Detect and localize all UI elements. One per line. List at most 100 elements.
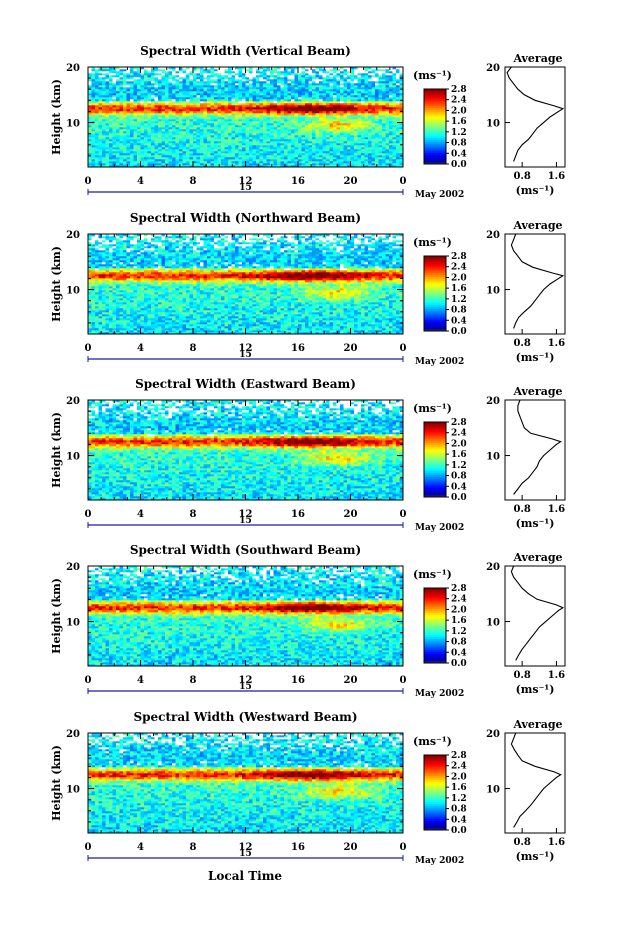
heatmap-cell <box>102 254 106 256</box>
heatmap-cell <box>326 131 330 133</box>
heatmap-cell <box>256 147 260 149</box>
heatmap-cell <box>333 75 337 77</box>
heatmap-cell <box>99 91 103 93</box>
heatmap-cell <box>358 145 362 147</box>
heatmap-cell <box>291 149 295 151</box>
heatmap-cell <box>270 159 274 161</box>
heatmap-cell <box>249 141 253 143</box>
heatmap-cell <box>144 73 148 75</box>
heatmap-cell <box>144 147 148 149</box>
heatmap-cell <box>225 83 229 85</box>
heatmap-cell <box>99 282 103 284</box>
heatmap-cell <box>218 73 222 75</box>
heatmap-cell <box>190 125 194 127</box>
heatmap-cell <box>396 89 400 91</box>
heatmap-cell <box>109 320 113 322</box>
heatmap-cell <box>218 95 222 97</box>
heatmap-cell <box>211 109 215 111</box>
heatmap-cell <box>379 109 383 111</box>
heatmap-cell <box>106 125 110 127</box>
heatmap-cell <box>365 143 369 145</box>
heatmap-cell <box>92 308 96 310</box>
heatmap-cell <box>95 103 99 105</box>
heatmap-cell <box>375 73 379 75</box>
heatmap-cell <box>246 77 250 79</box>
heatmap-cell <box>127 129 131 131</box>
heatmap-cell <box>235 107 239 109</box>
heatmap-cell <box>106 95 110 97</box>
heatmap-cell <box>365 95 369 97</box>
heatmap-cell <box>113 107 117 109</box>
heatmap-cell <box>144 151 148 153</box>
heatmap-cell <box>137 103 141 105</box>
heatmap-cell <box>372 117 376 119</box>
heatmap-cell <box>204 141 208 143</box>
heatmap-cell <box>333 87 337 89</box>
heatmap-cell <box>120 109 124 111</box>
heatmap-cell <box>99 145 103 147</box>
heatmap-cell <box>102 97 106 99</box>
heatmap-cell <box>260 137 264 139</box>
heatmap-cell <box>109 302 113 304</box>
heatmap-cell <box>291 83 295 85</box>
heatmap-cell <box>316 157 320 159</box>
heatmap-cell <box>316 113 320 115</box>
heatmap-cell <box>333 157 337 159</box>
heatmap-cell <box>95 288 99 290</box>
heatmap-cell <box>274 147 278 149</box>
heatmap-cell <box>277 105 281 107</box>
heatmap-cell <box>155 73 159 75</box>
heatmap-cell <box>221 141 225 143</box>
heatmap-cell <box>228 75 232 77</box>
heatmap-cell <box>361 105 365 107</box>
heatmap-cell <box>200 109 204 111</box>
heatmap-cell <box>361 133 365 135</box>
heatmap-cell <box>323 89 327 91</box>
heatmap-cell <box>109 151 113 153</box>
heatmap-cell <box>382 133 386 135</box>
heatmap-cell <box>99 111 103 113</box>
heatmap-cell <box>144 87 148 89</box>
heatmap-cell <box>151 69 155 71</box>
heatmap-cell <box>197 99 201 101</box>
heatmap-cell <box>354 81 358 83</box>
heatmap-cell <box>361 161 365 163</box>
heatmap-cell <box>200 133 204 135</box>
heatmap-cell <box>242 109 246 111</box>
heatmap-cell <box>106 107 110 109</box>
heatmap-cell <box>298 83 302 85</box>
heatmap-cell <box>158 161 162 163</box>
heatmap-cell <box>200 103 204 105</box>
heatmap-cell <box>179 151 183 153</box>
heatmap-cell <box>109 81 113 83</box>
heatmap-cell <box>88 81 92 83</box>
heatmap-cell <box>256 97 260 99</box>
heatmap-cell <box>242 91 246 93</box>
heatmap-cell <box>197 117 201 119</box>
heatmap-cell <box>179 107 183 109</box>
heatmap-cell <box>375 107 379 109</box>
heatmap-cell <box>99 270 103 272</box>
heatmap-cell <box>92 262 96 264</box>
heatmap-cell <box>305 125 309 127</box>
heatmap-cell <box>274 153 278 155</box>
heatmap-cell <box>277 123 281 125</box>
heatmap-cell <box>242 145 246 147</box>
heatmap-cell <box>386 123 390 125</box>
heatmap-cell <box>235 149 239 151</box>
heatmap-cell <box>235 77 239 79</box>
heatmap-cell <box>372 147 376 149</box>
heatmap-cell <box>207 155 211 157</box>
heatmap-cell <box>120 91 124 93</box>
heatmap-cell <box>344 109 348 111</box>
heatmap-cell <box>214 135 218 137</box>
heatmap-cell <box>228 151 232 153</box>
heatmap-cell <box>347 101 351 103</box>
heatmap-cell <box>389 109 393 111</box>
heatmap-cell <box>298 147 302 149</box>
heatmap-cell <box>211 77 215 79</box>
heatmap-cell <box>158 87 162 89</box>
heatmap-cell <box>225 155 229 157</box>
heatmap-cell <box>169 73 173 75</box>
heatmap-cell <box>158 127 162 129</box>
